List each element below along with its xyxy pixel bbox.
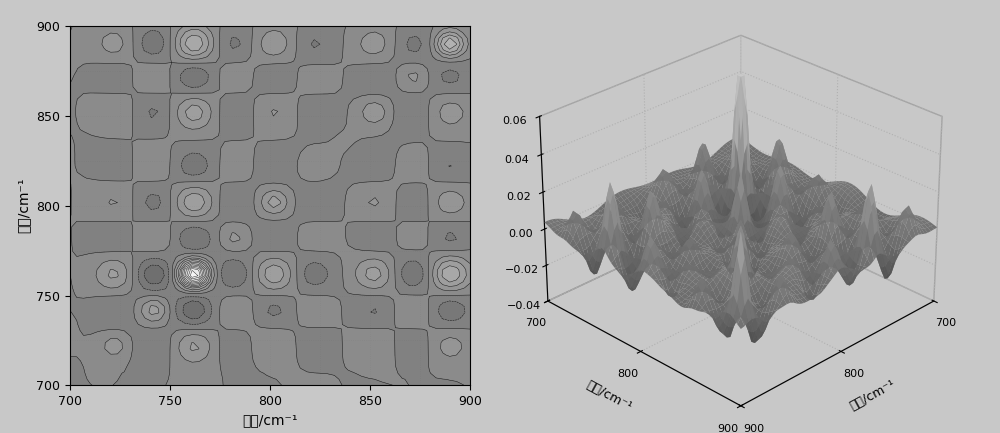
- Y-axis label: 波数/cm⁻¹: 波数/cm⁻¹: [584, 378, 634, 414]
- X-axis label: 波数/cm⁻¹: 波数/cm⁻¹: [242, 414, 298, 428]
- X-axis label: 波数/cm⁻¹: 波数/cm⁻¹: [847, 378, 898, 414]
- Y-axis label: 波数/cm⁻¹: 波数/cm⁻¹: [17, 178, 31, 233]
